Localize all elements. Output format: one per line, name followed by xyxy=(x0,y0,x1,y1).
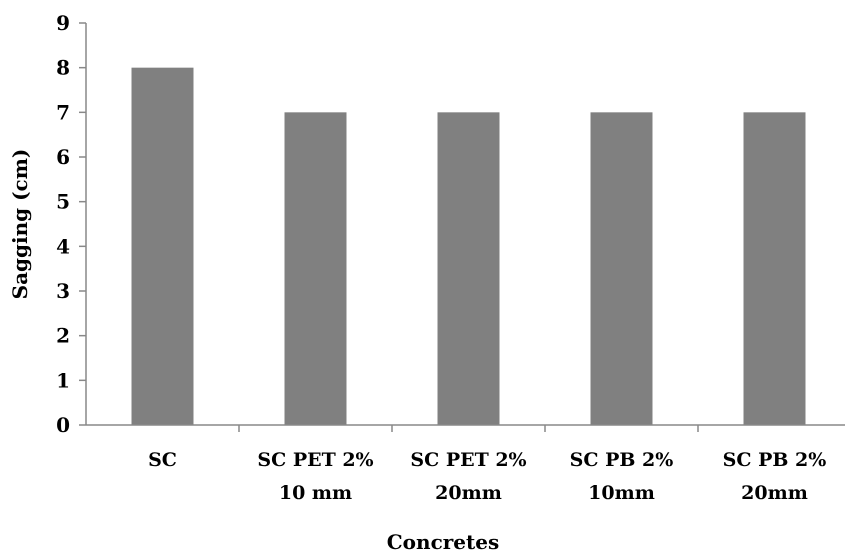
y-tick-label: 8 xyxy=(56,56,70,80)
x-category-label: SC PB 2% 10mm xyxy=(570,449,674,504)
x-ticks-group: SC SC PET 2% 10 mm SC PET 2% 20mm SC PB 2% 10m… xyxy=(148,425,826,504)
y-tick-label: 1 xyxy=(56,368,70,392)
y-tick-label: 3 xyxy=(56,279,70,303)
x-category-label: SC PET 2% 10 mm xyxy=(257,449,373,504)
y-tick-label: 5 xyxy=(56,190,70,214)
bar xyxy=(437,112,500,425)
y-tick-label: 0 xyxy=(56,413,70,437)
y-tick-label: 4 xyxy=(56,234,70,258)
y-tick-label: 2 xyxy=(56,324,70,348)
bar xyxy=(284,112,347,425)
axes-group xyxy=(85,23,845,426)
x-category-label: SC xyxy=(148,449,177,471)
y-axis-title: Sagging (cm) xyxy=(8,149,32,300)
x-category-label: SC PET 2% 20mm xyxy=(410,449,526,504)
y-ticks-group: 0 1 2 3 4 5 6 7 8 9 xyxy=(56,11,86,437)
x-category-label: SC PB 2% 20mm xyxy=(723,449,827,504)
bars-group xyxy=(131,67,806,426)
bar xyxy=(590,112,653,425)
y-tick-label: 6 xyxy=(56,145,70,169)
x-axis-title: Concretes xyxy=(387,530,499,554)
y-tick-label: 9 xyxy=(56,11,70,35)
bar xyxy=(743,112,806,425)
y-tick-label: 7 xyxy=(56,100,70,124)
bar xyxy=(131,67,194,426)
